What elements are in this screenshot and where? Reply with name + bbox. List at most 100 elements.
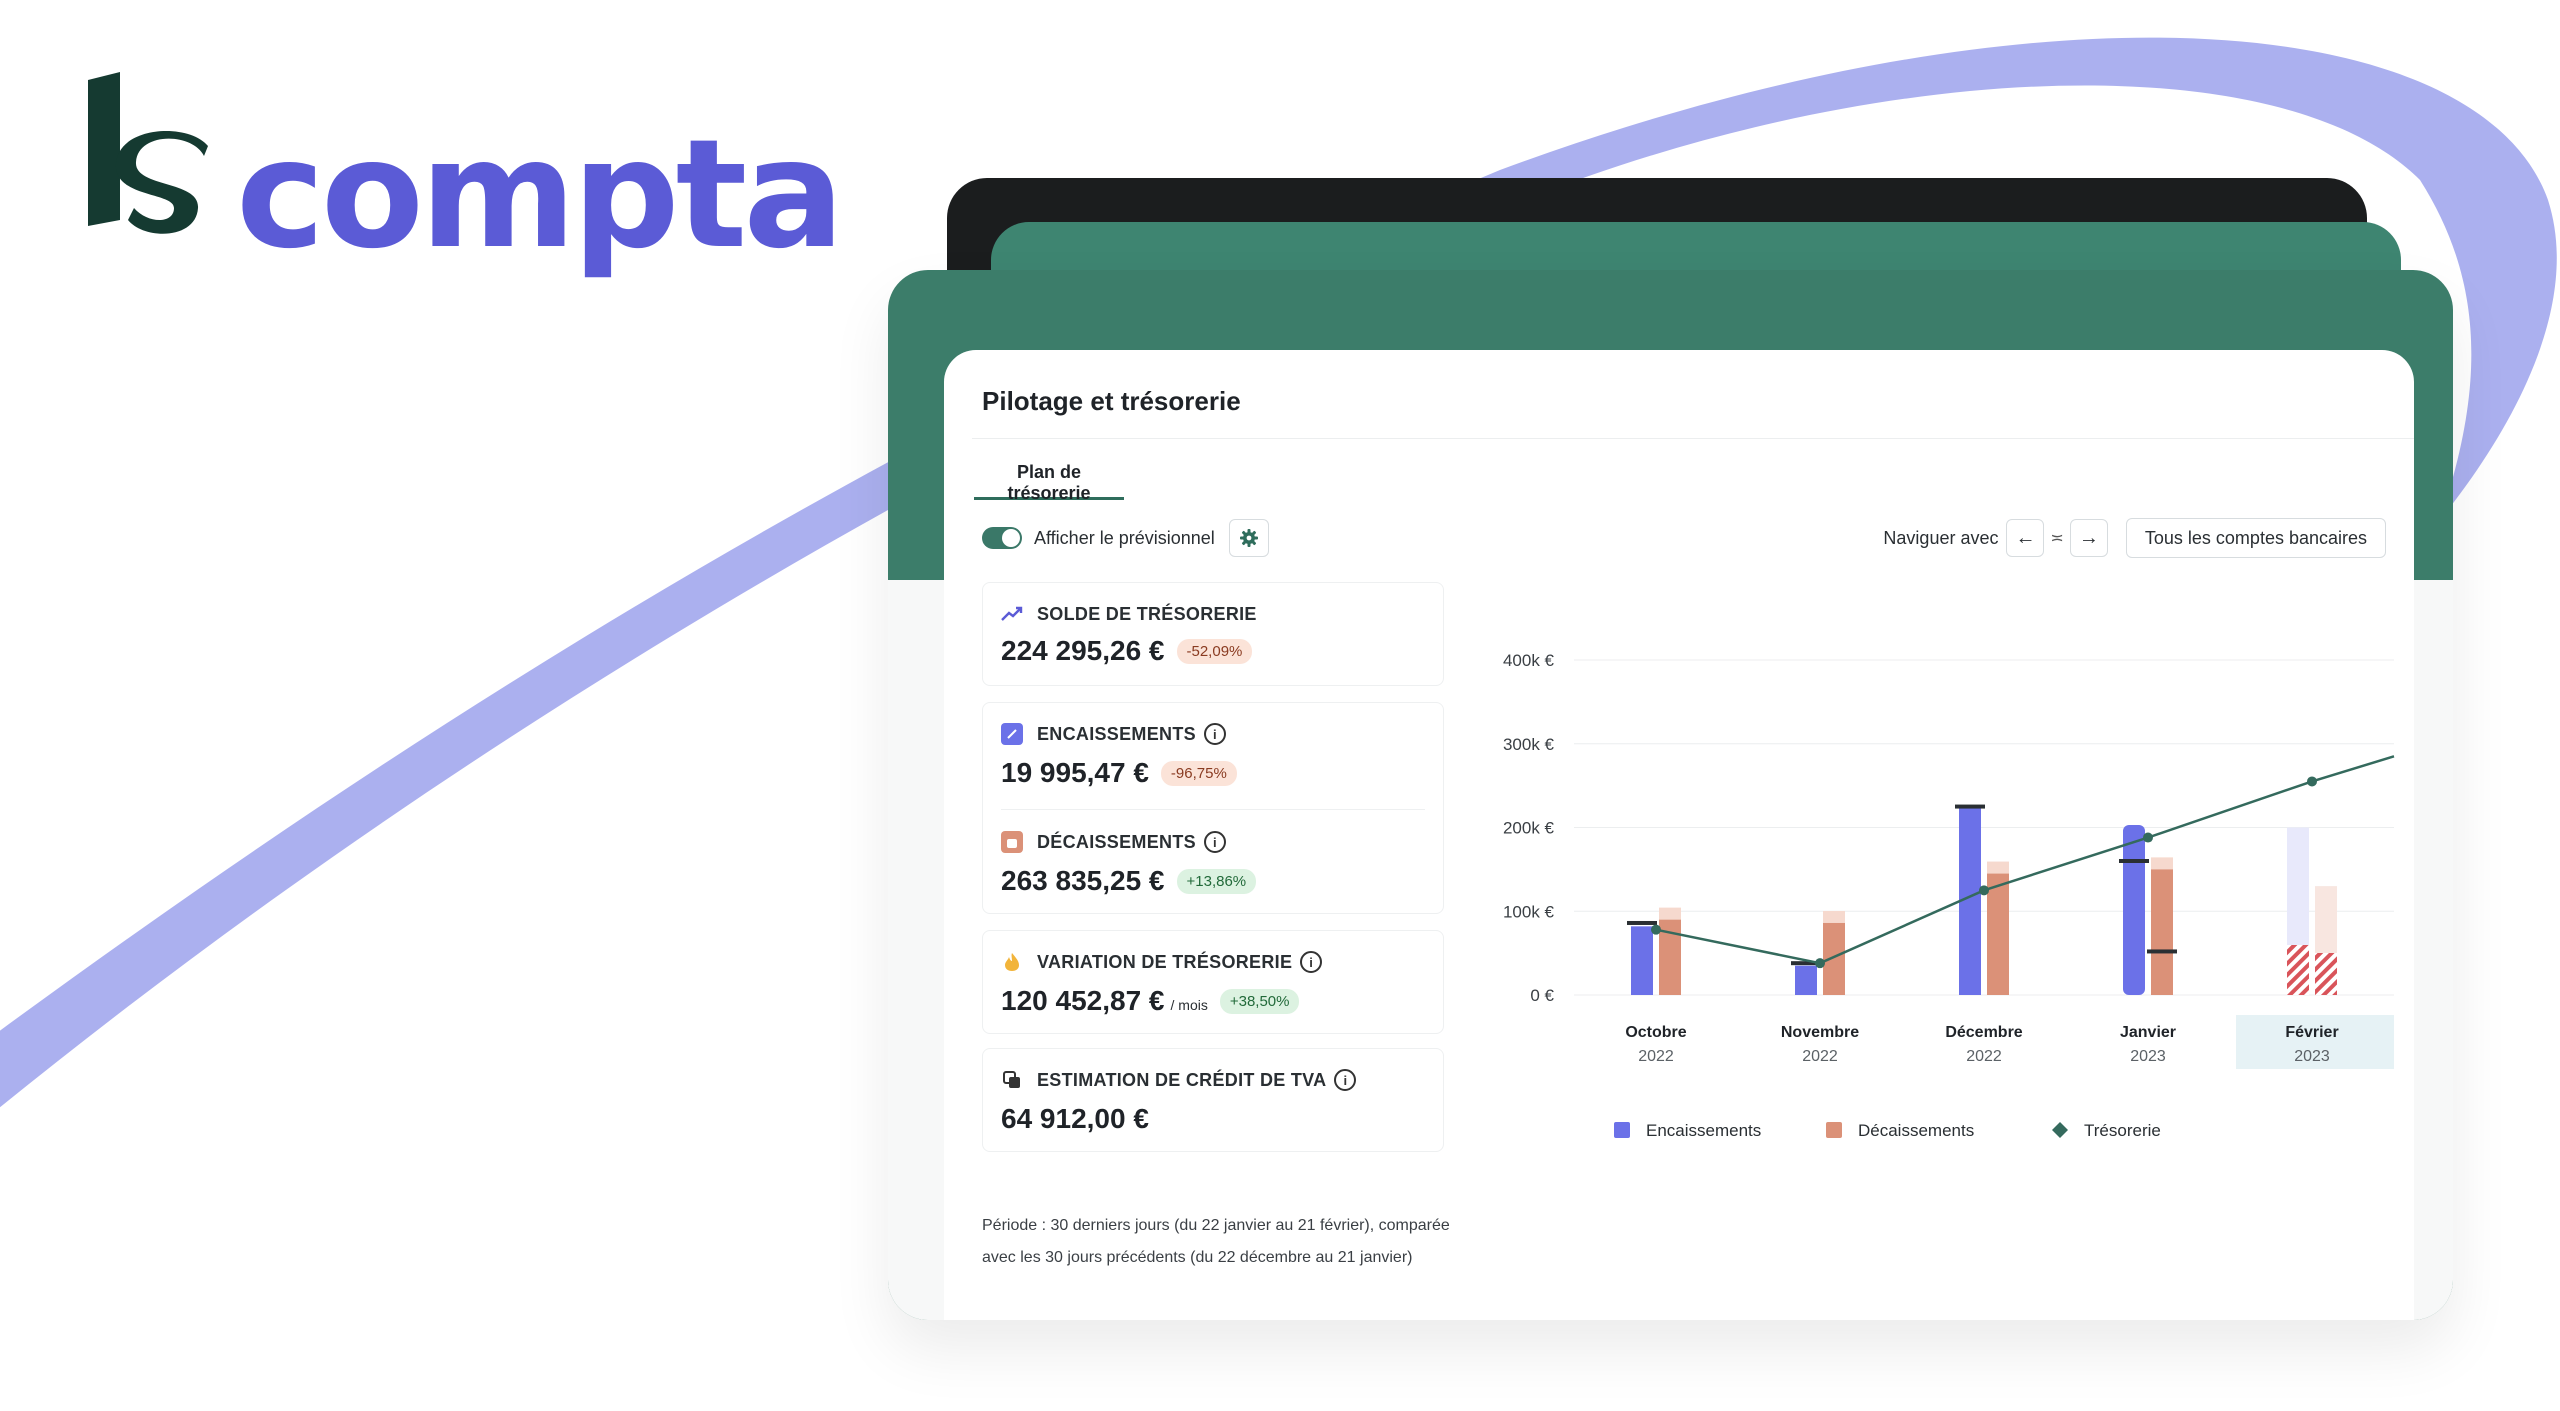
- highlighted-category-bg: [2236, 1015, 2394, 1069]
- x-tick-year: 2022: [1638, 1048, 1674, 1065]
- nav-left-button[interactable]: ←: [2006, 519, 2045, 557]
- x-tick-year: 2023: [2294, 1048, 2330, 1065]
- kpi-card-flows: ENCAISSEMENTS i 19 995,47 € -96,75% DÉCA…: [982, 702, 1444, 914]
- bar-decaissements: [1987, 873, 2009, 995]
- copy-icon: [1001, 1069, 1023, 1091]
- x-tick-month: Décembre: [1945, 1024, 2022, 1041]
- brand-logo: compta: [78, 70, 845, 270]
- fire-icon: [1001, 951, 1023, 973]
- bar-encaissements: [1959, 806, 1981, 995]
- bar-decaissements-forecast-cap: [1659, 907, 1681, 920]
- bar-decaissements: [2151, 869, 2173, 995]
- forecast-marker: [2147, 949, 2177, 954]
- x-tick-year: 2022: [1802, 1048, 1838, 1065]
- kpi-variation-change-badge: +38,50%: [1219, 988, 1300, 1014]
- settings-button[interactable]: [1228, 519, 1269, 557]
- dashboard-panel: Pilotage et trésorerie Plan de trésoreri…: [944, 350, 2414, 1320]
- bar-decaissements-hatched: [2315, 953, 2337, 995]
- x-tick-month: Janvier: [2120, 1024, 2176, 1041]
- info-icon[interactable]: i: [1300, 951, 1323, 973]
- kpi-tva-label: ESTIMATION DE CRÉDIT DE TVA: [1037, 1069, 1327, 1090]
- forecast-toggle-label: Afficher le prévisionnel: [1034, 527, 1215, 548]
- treasury-chart: 0 € 100k € 200k € 300k € 400k € Octobre 2022 No…: [1503, 651, 2395, 1140]
- kpi-variation-value: 120 452,87 €: [1001, 985, 1165, 1016]
- pen-icon: [1001, 723, 1023, 745]
- forecast-marker: [1627, 920, 1657, 925]
- legend-label: Trésorerie: [2084, 1121, 2161, 1140]
- legend-swatch: [1826, 1122, 1842, 1138]
- nav-separator: ≍: [2050, 530, 2064, 547]
- bar-encaissements-forecast: [2287, 827, 2309, 967]
- logo-mark-icon: [88, 72, 208, 234]
- kpi-solde-change-badge: -52,09%: [1176, 638, 1253, 664]
- period-footnote: Période : 30 derniers jours (du 22 janvi…: [982, 1217, 1450, 1266]
- bar-encaissements: [1795, 965, 1817, 995]
- bar-decaissements-forecast: [2315, 886, 2337, 967]
- y-tick-label: 300k €: [1503, 735, 1555, 754]
- tresorerie-point: [2307, 776, 2317, 787]
- info-icon[interactable]: i: [1203, 831, 1226, 853]
- bag-icon: [1001, 831, 1023, 853]
- x-tick-month: Février: [2285, 1024, 2338, 1041]
- bar-decaissements-forecast-cap: [1987, 861, 2009, 874]
- kpi-solde-value: 224 295,26 €: [1001, 635, 1165, 666]
- legend-swatch: [2052, 1122, 2068, 1138]
- navigate-label: Naviguer avec: [1883, 527, 1999, 548]
- y-tick-label: 100k €: [1503, 902, 1555, 921]
- bar-encaissements: [1631, 926, 1653, 995]
- x-tick-month: Octobre: [1625, 1024, 1686, 1041]
- bar-decaissements: [1823, 922, 1845, 995]
- forecast-marker: [1955, 804, 1985, 809]
- legend-label: Décaissements: [1858, 1121, 1974, 1140]
- arrow-left-icon: ←: [2015, 526, 2036, 549]
- title-divider: [972, 438, 2414, 439]
- tresorerie-point: [1815, 958, 1825, 969]
- navigation-row: Naviguer avec ← ≍ → Tous les comptes ban…: [1883, 518, 2386, 558]
- info-icon[interactable]: i: [1203, 723, 1226, 745]
- arrow-right-icon: →: [2078, 526, 2099, 549]
- kpi-card-tva: ESTIMATION DE CRÉDIT DE TVA i 64 912,00 …: [982, 1048, 1444, 1152]
- nav-right-button[interactable]: →: [2069, 519, 2108, 557]
- tab-plan-de-tresorerie[interactable]: Plan de trésorerie: [974, 454, 1124, 503]
- trend-up-icon: [1001, 603, 1023, 625]
- kpi-decaissements-value: 263 835,25 €: [1001, 865, 1165, 896]
- kpi-tva-value: 64 912,00 €: [1001, 1103, 1149, 1134]
- kpi-divider: [1001, 809, 1425, 810]
- kpi-encaissements-label: ENCAISSEMENTS: [1037, 723, 1196, 744]
- gear-icon: [1239, 529, 1258, 547]
- tresorerie-point: [1651, 924, 1661, 935]
- x-tick-year: 2022: [1966, 1048, 2002, 1065]
- y-tick-label: 400k €: [1503, 651, 1555, 670]
- x-tick-month: Novembre: [1781, 1024, 1859, 1041]
- kpi-decaissements-change-badge: +13,86%: [1176, 868, 1257, 894]
- logo-wordmark: compta: [236, 108, 845, 282]
- bar-decaissements: [1659, 919, 1681, 995]
- kpi-encaissements-value: 19 995,47 €: [1001, 757, 1149, 788]
- kpi-variation-suffix: / mois: [1170, 997, 1208, 1013]
- bar-encaissements-hatched: [2287, 945, 2309, 995]
- bar-encaissements: [2123, 824, 2145, 995]
- forecast-toggle-row: Afficher le prévisionnel: [982, 518, 1269, 558]
- bank-accounts-button[interactable]: Tous les comptes bancaires: [2125, 518, 2386, 558]
- page-title: Pilotage et trésorerie: [982, 386, 1241, 416]
- tresorerie-point: [1979, 885, 1989, 896]
- kpi-card-variation: VARIATION DE TRÉSORERIE i 120 452,87 € /…: [982, 930, 1444, 1034]
- kpi-encaissements-change-badge: -96,75%: [1160, 760, 1237, 786]
- info-icon[interactable]: i: [1334, 1069, 1357, 1091]
- legend-swatch: [1614, 1122, 1630, 1138]
- forecast-toggle[interactable]: [982, 527, 1022, 549]
- kpi-variation-label: VARIATION DE TRÉSORERIE: [1037, 951, 1293, 972]
- bar-decaissements-forecast-cap: [2151, 857, 2173, 870]
- forecast-marker: [1791, 961, 1821, 966]
- y-tick-label: 0 €: [1530, 986, 1554, 1005]
- tresorerie-point: [2143, 832, 2153, 843]
- y-tick-label: 200k €: [1503, 819, 1555, 838]
- kpi-solde-label: SOLDE DE TRÉSORERIE: [1037, 603, 1257, 624]
- kpi-decaissements-label: DÉCAISSEMENTS: [1037, 831, 1196, 852]
- x-tick-year: 2023: [2130, 1048, 2166, 1065]
- series-line-tresorerie: [1655, 755, 2395, 965]
- legend-label: Encaissements: [1646, 1121, 1761, 1140]
- bar-decaissements-forecast-cap: [1823, 910, 1845, 923]
- forecast-marker: [2119, 859, 2149, 863]
- kpi-card-solde: SOLDE DE TRÉSORERIE 224 295,26 € -52,09%: [982, 582, 1444, 686]
